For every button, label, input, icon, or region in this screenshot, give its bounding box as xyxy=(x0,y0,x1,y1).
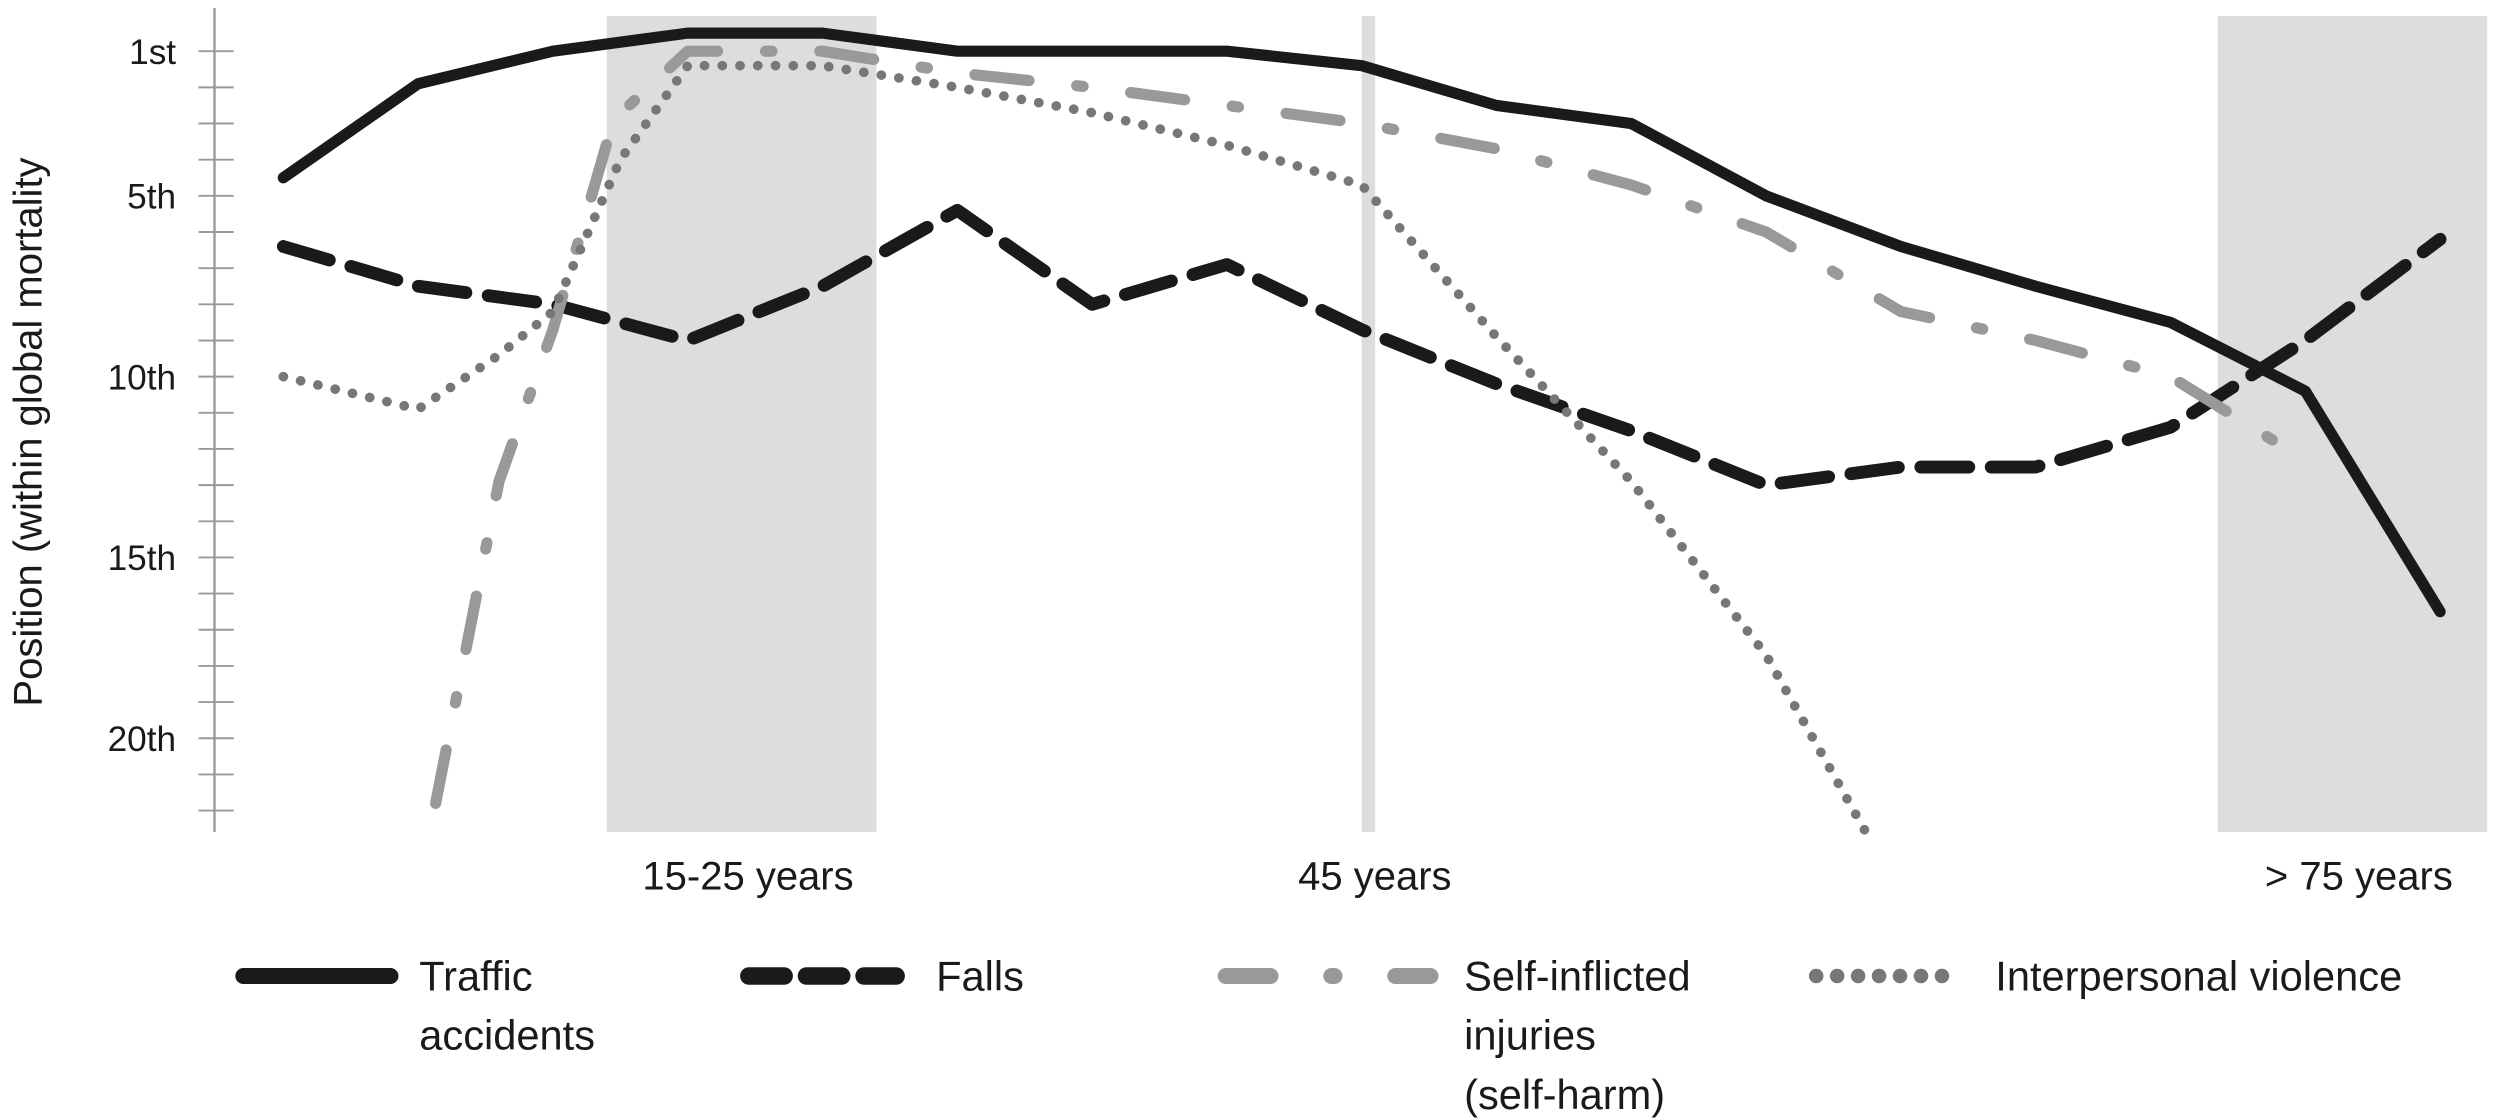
x-marker-label: 15-25 years xyxy=(642,855,853,899)
legend-item-2: Self-inflicted injuries (self-harm) xyxy=(1217,952,1691,1118)
series-line-1 xyxy=(276,203,2447,492)
series-line-0 xyxy=(277,27,2446,618)
legend-item-0: Traffic accidents xyxy=(235,952,595,1059)
legend-label: Self-inflicted xyxy=(1464,952,1691,999)
legend-label: Interpersonal violence xyxy=(1995,952,2402,999)
age-band-1 xyxy=(1361,16,1376,832)
y-tick-label: 10th xyxy=(108,358,177,397)
legend: Traffic accidents Falls Self-inflicted injur… xyxy=(235,952,2402,1118)
age-band-2 xyxy=(2217,16,2488,832)
y-tick-label: 1st xyxy=(129,33,176,72)
age-markers xyxy=(606,16,2488,832)
legend-label: injuries xyxy=(1464,1012,1596,1059)
legend-label: Traffic xyxy=(419,952,532,999)
legend-label: accidents xyxy=(419,1012,595,1059)
y-axis xyxy=(198,8,234,832)
y-tick-label: 5th xyxy=(127,178,176,217)
legend-label: (self-harm) xyxy=(1464,1071,1665,1118)
legend-label: Falls xyxy=(936,952,1024,999)
y-tick-labels: 1st 5th 10th 15th 20th xyxy=(108,33,177,759)
y-tick-label: 15th xyxy=(108,539,177,578)
legend-item-3: Interpersonal violence xyxy=(1808,952,2402,999)
series-lines xyxy=(276,27,2447,838)
series-line-2 xyxy=(430,45,2305,809)
x-marker-labels: 15-25 years 45 years > 75 years xyxy=(642,855,2452,899)
age-band-0 xyxy=(606,16,877,832)
y-axis-label: Position (within global mortality xyxy=(7,157,51,706)
x-marker-label: 45 years xyxy=(1298,855,1451,899)
y-tick-label: 20th xyxy=(108,720,177,759)
legend-item-1: Falls xyxy=(740,952,1024,999)
x-marker-label: > 75 years xyxy=(2265,855,2453,899)
